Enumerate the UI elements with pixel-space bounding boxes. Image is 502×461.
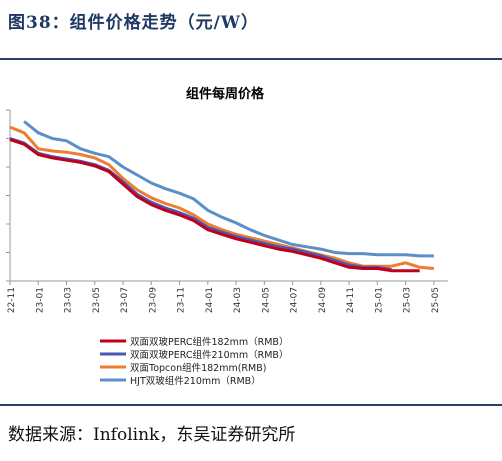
series-line-2 bbox=[9, 125, 435, 270]
x-tick-label: 24-11 bbox=[346, 287, 356, 313]
x-tick-label: 23-09 bbox=[148, 287, 158, 313]
line-chart: 组件每周价格 22-11 23-01 23-03 23-05 23-07 23-09 23-… bbox=[6, 86, 448, 387]
source-note: 数据来源：Infolink，东吴证券研究所 bbox=[8, 425, 296, 445]
x-tick-label: 24-05 bbox=[261, 287, 271, 313]
x-tick-label: 23-01 bbox=[35, 287, 45, 313]
x-tick-label: 23-11 bbox=[177, 287, 187, 313]
x-tick-label: 24-03 bbox=[233, 287, 243, 313]
bottom-rule bbox=[0, 404, 502, 406]
legend-label: 双面双玻PERC组件182mm（RMB） bbox=[130, 336, 288, 348]
x-tick-label: 23-03 bbox=[64, 287, 74, 313]
x-tick-label: 23-07 bbox=[120, 287, 130, 313]
series-line-3 bbox=[23, 120, 434, 258]
x-tick-label: 23-05 bbox=[92, 287, 102, 313]
series-line-0 bbox=[9, 138, 420, 273]
x-tick-label: 24-07 bbox=[290, 287, 300, 313]
x-tick-label: 24-09 bbox=[318, 287, 328, 313]
axes bbox=[6, 109, 448, 285]
x-tick-label: 24-01 bbox=[205, 287, 215, 313]
legend-label: HJT双玻组件210mm（RMB） bbox=[130, 375, 261, 387]
chart-title: 组件每周价格 bbox=[186, 86, 265, 102]
x-tick-label: 25-03 bbox=[403, 287, 413, 313]
series-lines bbox=[9, 120, 435, 273]
legend: 双面双玻PERC组件182mm（RMB）双面双玻PERC组件210mm（RMB）… bbox=[100, 336, 288, 387]
legend-label: 双面双玻PERC组件210mm（RMB） bbox=[130, 349, 288, 361]
figure-title: 图38：组件价格走势（元/W） bbox=[8, 13, 259, 33]
top-rule bbox=[0, 58, 502, 60]
x-tick-label: 25-05 bbox=[431, 287, 441, 313]
x-tick-labels: 22-11 23-01 23-03 23-05 23-07 23-09 23-11 24-01… bbox=[7, 287, 441, 313]
x-tick-label: 22-11 bbox=[7, 287, 17, 313]
legend-label: 双面Topcon组件182mm(RMB) bbox=[130, 362, 266, 374]
x-tick-label: 25-01 bbox=[374, 287, 384, 313]
